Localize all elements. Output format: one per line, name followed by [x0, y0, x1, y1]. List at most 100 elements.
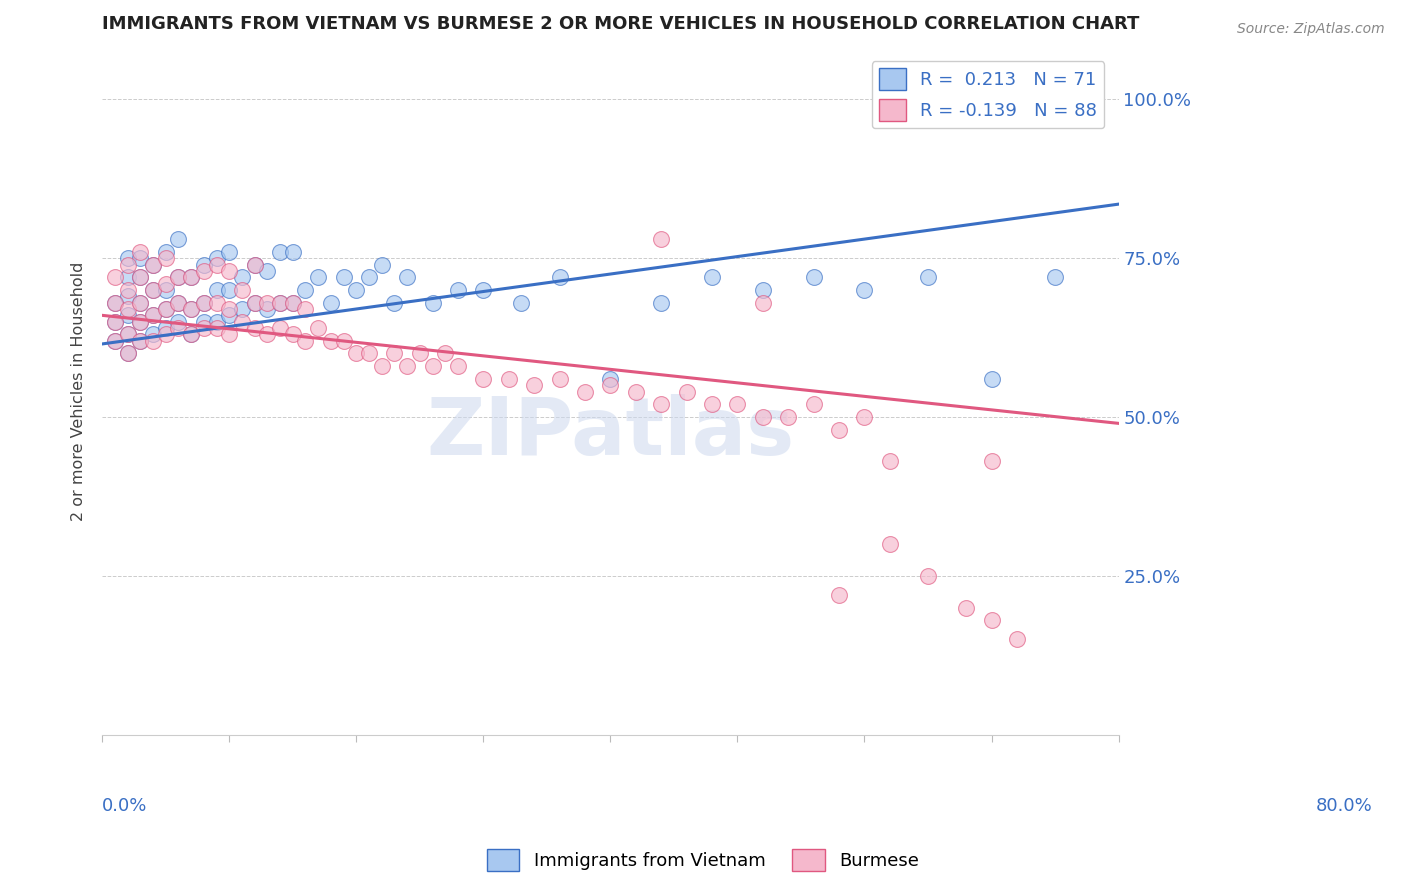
Point — [523, 378, 546, 392]
Legend: Immigrants from Vietnam, Burmese: Immigrants from Vietnam, Burmese — [479, 842, 927, 879]
Point — [142, 327, 165, 342]
Point — [129, 315, 152, 329]
Point — [980, 372, 1002, 386]
Point — [129, 295, 152, 310]
Point — [384, 346, 406, 360]
Point — [180, 327, 202, 342]
Point — [205, 258, 228, 272]
Point — [319, 334, 342, 348]
Point — [117, 327, 139, 342]
Point — [294, 301, 316, 316]
Point — [1005, 632, 1028, 647]
Point — [599, 378, 621, 392]
Point — [104, 295, 127, 310]
Point — [980, 454, 1002, 468]
Point — [1043, 270, 1066, 285]
Point — [243, 321, 266, 335]
Point — [243, 258, 266, 272]
Point — [243, 295, 266, 310]
Point — [422, 359, 444, 374]
Point — [104, 295, 127, 310]
Point — [129, 334, 152, 348]
Point — [231, 301, 253, 316]
Point — [231, 270, 253, 285]
Point — [624, 384, 647, 399]
Point — [548, 270, 571, 285]
Point — [142, 309, 165, 323]
Point — [650, 232, 672, 246]
Text: IMMIGRANTS FROM VIETNAM VS BURMESE 2 OR MORE VEHICLES IN HOUSEHOLD CORRELATION C: IMMIGRANTS FROM VIETNAM VS BURMESE 2 OR … — [103, 15, 1140, 33]
Point — [281, 244, 304, 259]
Point — [117, 289, 139, 303]
Point — [256, 301, 278, 316]
Point — [218, 244, 240, 259]
Point — [142, 258, 165, 272]
Point — [167, 295, 190, 310]
Point — [193, 295, 215, 310]
Point — [307, 321, 329, 335]
Point — [803, 270, 825, 285]
Point — [700, 270, 723, 285]
Point — [828, 588, 851, 602]
Point — [167, 270, 190, 285]
Point — [155, 327, 177, 342]
Point — [155, 251, 177, 265]
Point — [319, 295, 342, 310]
Point — [180, 301, 202, 316]
Point — [104, 315, 127, 329]
Point — [281, 327, 304, 342]
Point — [396, 359, 419, 374]
Point — [104, 270, 127, 285]
Point — [231, 283, 253, 297]
Point — [879, 454, 901, 468]
Point — [193, 315, 215, 329]
Point — [281, 295, 304, 310]
Point — [155, 283, 177, 297]
Point — [472, 372, 495, 386]
Point — [370, 359, 392, 374]
Point — [193, 258, 215, 272]
Point — [700, 397, 723, 411]
Point — [294, 334, 316, 348]
Point — [307, 270, 329, 285]
Point — [269, 295, 291, 310]
Point — [142, 283, 165, 297]
Point — [422, 295, 444, 310]
Point — [269, 244, 291, 259]
Point — [155, 301, 177, 316]
Point — [778, 410, 800, 425]
Point — [193, 264, 215, 278]
Text: ZIPatlas: ZIPatlas — [426, 393, 794, 472]
Point — [396, 270, 419, 285]
Point — [231, 315, 253, 329]
Legend: R =  0.213   N = 71, R = -0.139   N = 88: R = 0.213 N = 71, R = -0.139 N = 88 — [872, 61, 1105, 128]
Point — [142, 309, 165, 323]
Point — [117, 270, 139, 285]
Point — [142, 258, 165, 272]
Point — [180, 301, 202, 316]
Point — [357, 270, 380, 285]
Point — [650, 397, 672, 411]
Point — [155, 321, 177, 335]
Point — [243, 295, 266, 310]
Point — [129, 334, 152, 348]
Text: Source: ZipAtlas.com: Source: ZipAtlas.com — [1237, 22, 1385, 37]
Point — [193, 295, 215, 310]
Point — [548, 372, 571, 386]
Point — [129, 270, 152, 285]
Point — [104, 315, 127, 329]
Point — [104, 334, 127, 348]
Point — [193, 321, 215, 335]
Point — [205, 251, 228, 265]
Point — [167, 321, 190, 335]
Point — [879, 537, 901, 551]
Point — [332, 334, 354, 348]
Point — [117, 301, 139, 316]
Point — [332, 270, 354, 285]
Point — [725, 397, 748, 411]
Point — [167, 315, 190, 329]
Point — [344, 283, 367, 297]
Point — [218, 309, 240, 323]
Point — [917, 270, 939, 285]
Point — [142, 283, 165, 297]
